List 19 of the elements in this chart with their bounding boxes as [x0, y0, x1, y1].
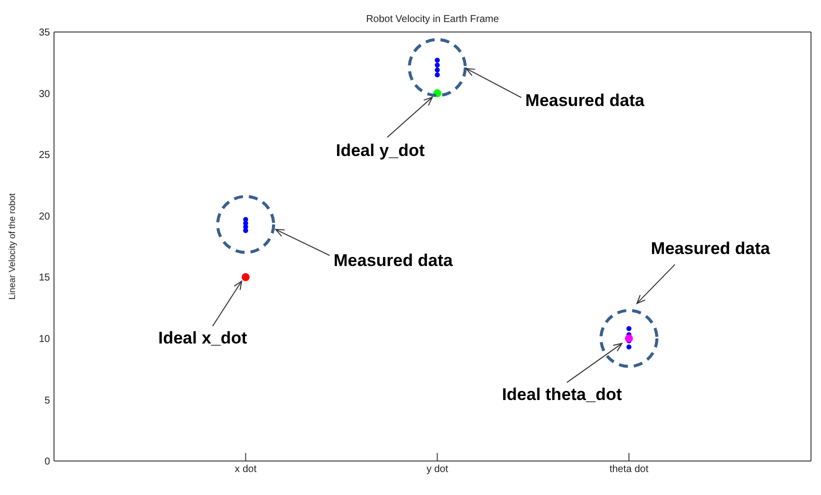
x-tick-label: x dot	[234, 464, 257, 476]
y-tick-label: 20	[38, 211, 50, 222]
y-tick-label: 0	[44, 456, 50, 468]
x-tick-label: y dot	[426, 464, 448, 476]
y-tick-label: 15	[38, 272, 50, 284]
y-tick-label: 30	[38, 88, 50, 100]
y-tick-label: 5	[44, 395, 50, 406]
annotation: Measured data	[650, 238, 771, 258]
annotation: Ideal theta_dot	[502, 384, 622, 404]
annotation: Measured data	[334, 250, 454, 270]
annotation: Ideal y_dot	[336, 140, 426, 160]
annotation: Ideal x_dot	[158, 328, 248, 348]
y-tick-label: 10	[38, 334, 50, 345]
y-tick-label: 25	[38, 150, 50, 162]
chart-title: Robot Velocity in Earth Frame	[365, 14, 500, 25]
y-axis-title: Linear Velocity of the robot	[7, 192, 18, 300]
x-tick-label: theta dot	[609, 464, 649, 476]
annotation: Measured data	[525, 91, 645, 110]
y-tick-label: 35	[38, 28, 50, 39]
